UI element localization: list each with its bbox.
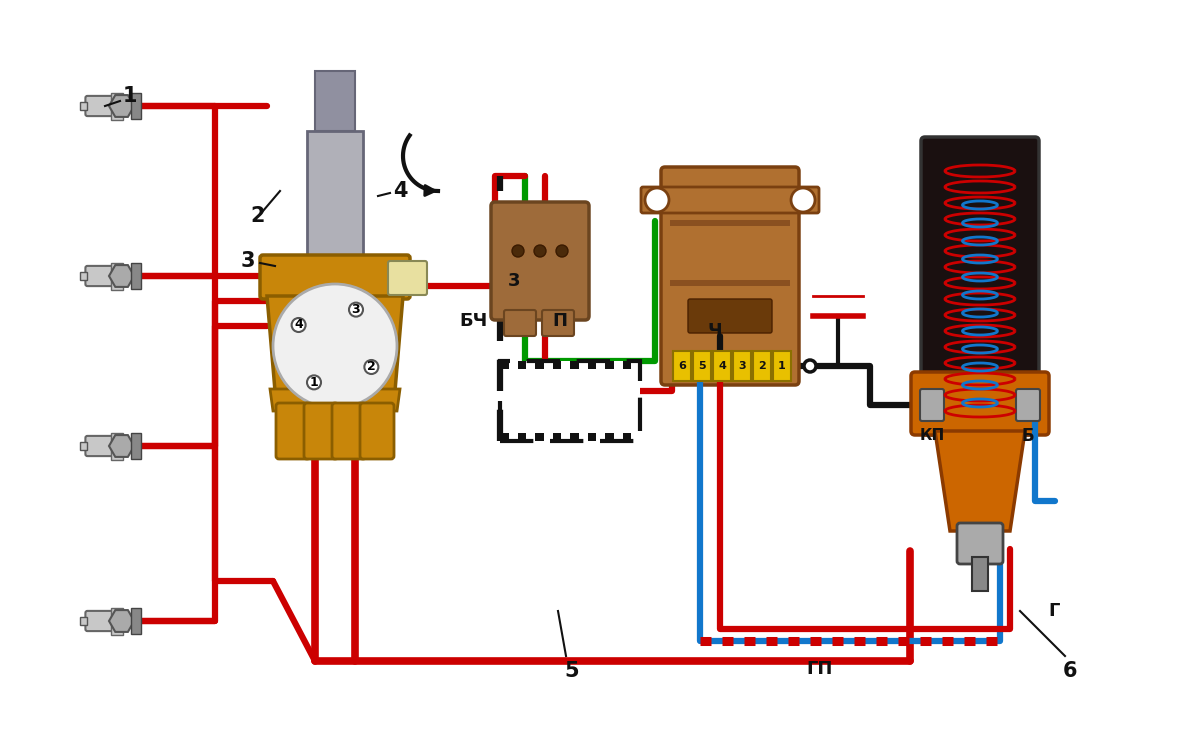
- FancyBboxPatch shape: [911, 372, 1049, 435]
- Bar: [110, 608, 124, 635]
- Bar: [110, 92, 124, 119]
- Circle shape: [292, 318, 306, 332]
- Text: 2: 2: [251, 206, 265, 226]
- Bar: [773, 351, 791, 381]
- FancyBboxPatch shape: [85, 611, 115, 631]
- FancyBboxPatch shape: [85, 266, 115, 286]
- FancyBboxPatch shape: [661, 167, 799, 385]
- Text: 4: 4: [392, 181, 407, 201]
- FancyBboxPatch shape: [958, 523, 1003, 564]
- FancyBboxPatch shape: [1016, 389, 1040, 421]
- Circle shape: [365, 360, 378, 374]
- Bar: [605, 433, 613, 441]
- Text: 5: 5: [698, 361, 706, 371]
- Bar: [605, 361, 613, 369]
- Bar: [673, 351, 691, 381]
- Text: ГП: ГП: [806, 660, 833, 678]
- Bar: [131, 433, 142, 459]
- Polygon shape: [266, 296, 403, 391]
- Bar: [517, 433, 527, 441]
- FancyBboxPatch shape: [260, 255, 410, 299]
- Bar: [588, 433, 596, 441]
- Bar: [131, 93, 142, 119]
- Text: 3: 3: [738, 361, 746, 371]
- FancyBboxPatch shape: [332, 403, 366, 459]
- Bar: [570, 361, 578, 369]
- Circle shape: [307, 376, 322, 389]
- Bar: [110, 433, 124, 460]
- Circle shape: [646, 188, 670, 212]
- Bar: [500, 361, 509, 369]
- Text: Ч: Ч: [708, 322, 722, 340]
- Circle shape: [534, 245, 546, 257]
- Bar: [80, 102, 88, 110]
- Bar: [307, 131, 364, 271]
- Circle shape: [512, 245, 524, 257]
- Bar: [80, 617, 88, 625]
- Text: П: П: [552, 312, 568, 330]
- FancyBboxPatch shape: [360, 403, 394, 459]
- Bar: [500, 361, 640, 441]
- Text: 2: 2: [367, 360, 376, 373]
- Bar: [670, 280, 790, 286]
- FancyBboxPatch shape: [491, 202, 589, 320]
- Text: 6: 6: [1063, 661, 1078, 681]
- Bar: [713, 351, 731, 381]
- Bar: [314, 71, 355, 131]
- Text: Б: Б: [1021, 427, 1034, 445]
- FancyBboxPatch shape: [542, 310, 574, 336]
- Text: БЧ: БЧ: [460, 312, 488, 330]
- Text: Г: Г: [1048, 602, 1060, 620]
- Bar: [517, 361, 527, 369]
- Bar: [80, 273, 88, 279]
- Bar: [131, 264, 142, 288]
- Text: 1: 1: [778, 361, 786, 371]
- Bar: [733, 351, 751, 381]
- Text: 3: 3: [352, 303, 360, 316]
- Polygon shape: [270, 389, 400, 411]
- FancyBboxPatch shape: [85, 436, 115, 456]
- FancyBboxPatch shape: [388, 261, 427, 295]
- Text: 3: 3: [508, 272, 521, 290]
- FancyBboxPatch shape: [920, 389, 944, 421]
- Text: 4: 4: [294, 318, 304, 331]
- FancyBboxPatch shape: [504, 310, 536, 336]
- Circle shape: [274, 284, 397, 408]
- FancyBboxPatch shape: [85, 96, 115, 116]
- Circle shape: [791, 188, 815, 212]
- Text: 3: 3: [241, 251, 256, 271]
- Bar: [623, 361, 631, 369]
- Bar: [754, 351, 772, 381]
- Text: 1: 1: [310, 376, 318, 389]
- Text: 5: 5: [565, 661, 580, 681]
- Circle shape: [349, 303, 364, 317]
- FancyBboxPatch shape: [304, 403, 338, 459]
- FancyBboxPatch shape: [276, 403, 310, 459]
- Bar: [570, 433, 578, 441]
- Circle shape: [804, 360, 816, 372]
- Bar: [623, 433, 631, 441]
- FancyBboxPatch shape: [641, 187, 818, 213]
- Bar: [131, 608, 142, 634]
- Bar: [670, 220, 790, 226]
- Bar: [694, 351, 710, 381]
- Bar: [552, 433, 562, 441]
- Bar: [588, 361, 596, 369]
- Polygon shape: [935, 431, 1025, 531]
- FancyBboxPatch shape: [688, 299, 772, 333]
- Bar: [535, 361, 544, 369]
- Text: 1: 1: [122, 86, 137, 106]
- Bar: [535, 433, 544, 441]
- FancyBboxPatch shape: [922, 137, 1039, 435]
- Bar: [972, 557, 988, 591]
- Text: 2: 2: [758, 361, 766, 371]
- Bar: [110, 263, 124, 289]
- Text: КП: КП: [919, 429, 944, 444]
- Text: 4: 4: [718, 361, 726, 371]
- Bar: [552, 361, 562, 369]
- Bar: [500, 433, 509, 441]
- Bar: [80, 442, 88, 450]
- Text: 6: 6: [678, 361, 686, 371]
- Circle shape: [556, 245, 568, 257]
